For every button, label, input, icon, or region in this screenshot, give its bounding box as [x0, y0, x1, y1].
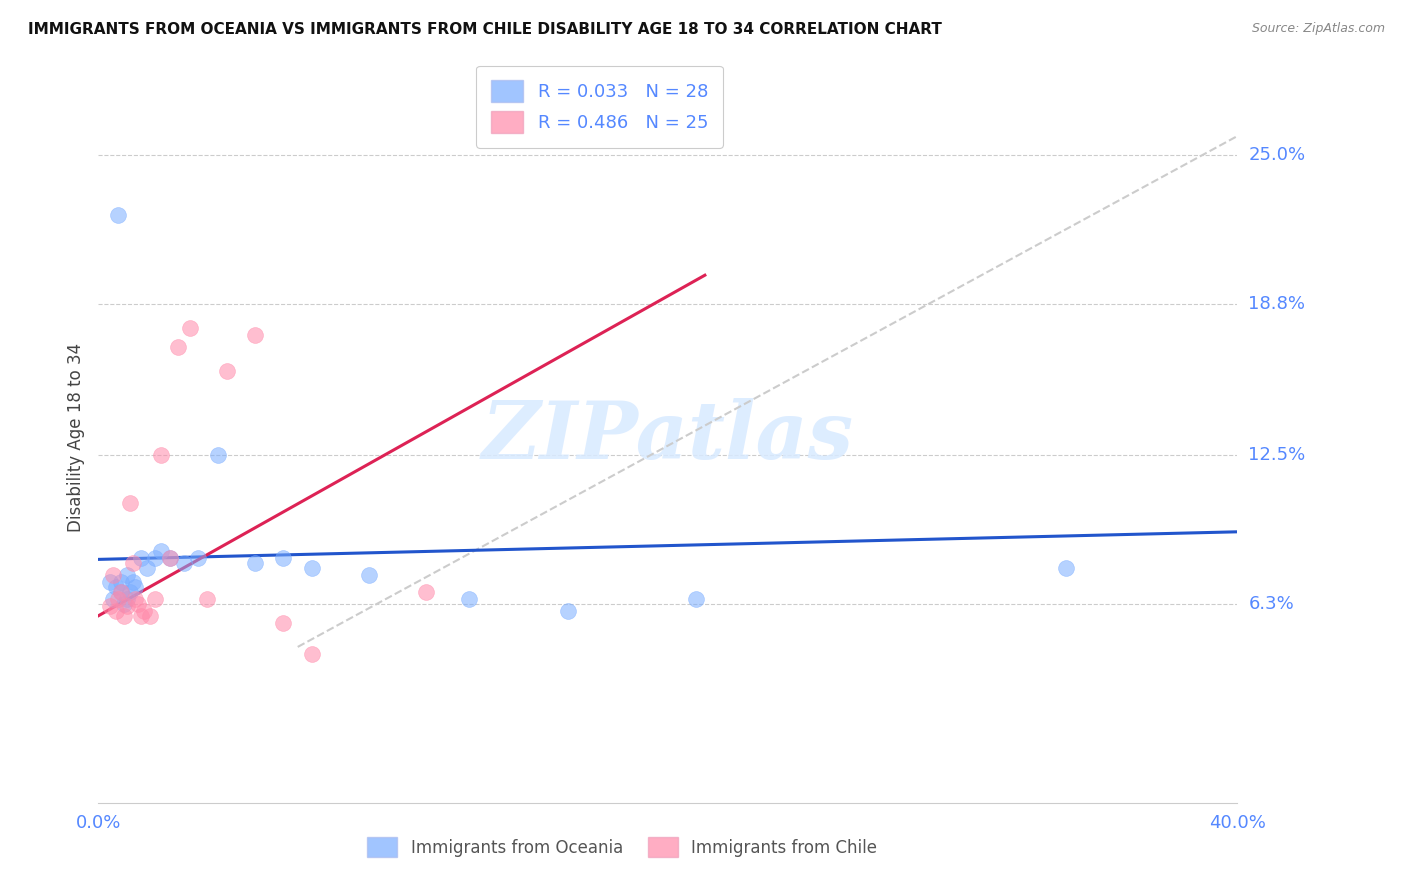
Point: [173, 556, 195, 570]
Point: [145, 551, 167, 566]
Text: ZIPatlas: ZIPatlas: [482, 399, 853, 475]
Point: [110, 584, 132, 599]
Point: [121, 556, 143, 570]
Point: [107, 591, 129, 606]
Point: [301, 561, 323, 575]
Point: [104, 580, 127, 594]
Point: [1056, 561, 1078, 575]
Text: 18.8%: 18.8%: [1249, 295, 1305, 313]
Point: [124, 580, 146, 594]
Point: [145, 591, 167, 606]
Text: 25.0%: 25.0%: [1249, 146, 1306, 164]
Point: [357, 568, 380, 582]
Point: [118, 584, 141, 599]
Point: [115, 591, 138, 606]
Point: [110, 584, 132, 599]
Point: [685, 591, 707, 606]
Point: [457, 591, 479, 606]
Point: [187, 551, 209, 566]
Point: [243, 328, 266, 343]
Point: [273, 615, 295, 630]
Point: [159, 551, 181, 566]
Point: [179, 321, 201, 335]
Text: 6.3%: 6.3%: [1249, 595, 1294, 613]
Point: [159, 551, 181, 566]
Point: [195, 591, 218, 606]
Point: [124, 591, 146, 606]
Point: [415, 584, 437, 599]
Legend: Immigrants from Oceania, Immigrants from Chile: Immigrants from Oceania, Immigrants from…: [361, 830, 884, 864]
Point: [98, 599, 121, 614]
Point: [107, 208, 129, 222]
Point: [98, 575, 121, 590]
Point: [127, 597, 149, 611]
Point: [101, 591, 124, 606]
Point: [121, 575, 143, 590]
Point: [138, 608, 160, 623]
Y-axis label: Disability Age 18 to 34: Disability Age 18 to 34: [66, 343, 84, 532]
Point: [167, 340, 190, 354]
Point: [557, 604, 579, 618]
Point: [129, 551, 152, 566]
Point: [301, 647, 323, 661]
Point: [215, 364, 238, 378]
Point: [112, 608, 135, 623]
Point: [243, 556, 266, 570]
Text: 12.5%: 12.5%: [1249, 446, 1306, 464]
Point: [150, 448, 173, 462]
Point: [132, 604, 155, 618]
Point: [118, 496, 141, 510]
Point: [207, 448, 229, 462]
Text: Source: ZipAtlas.com: Source: ZipAtlas.com: [1251, 22, 1385, 36]
Point: [110, 575, 132, 590]
Point: [112, 597, 135, 611]
Point: [115, 599, 138, 614]
Point: [115, 568, 138, 582]
Text: IMMIGRANTS FROM OCEANIA VS IMMIGRANTS FROM CHILE DISABILITY AGE 18 TO 34 CORRELA: IMMIGRANTS FROM OCEANIA VS IMMIGRANTS FR…: [28, 22, 942, 37]
Point: [135, 561, 157, 575]
Point: [129, 608, 152, 623]
Point: [273, 551, 295, 566]
Point: [150, 544, 173, 558]
Point: [104, 604, 127, 618]
Point: [101, 568, 124, 582]
